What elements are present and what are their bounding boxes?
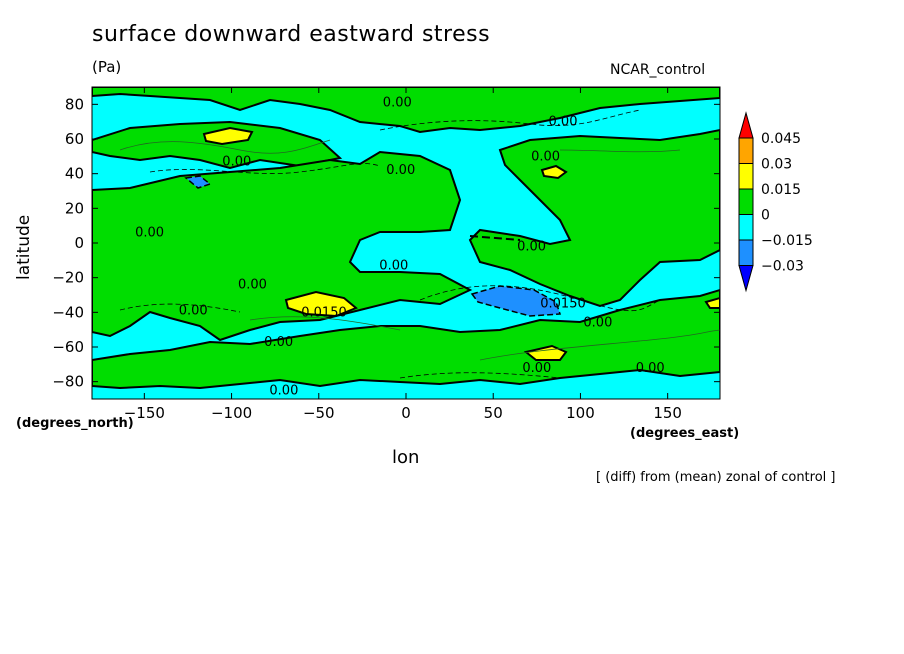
footnote: [ (diff) from (mean) zonal of control ] [596,470,836,485]
contour-label: 0.00 [636,361,665,376]
contour-label: 0.00 [522,361,551,376]
contour-line [419,285,661,312]
y-tick-label: 80 [65,95,84,113]
positive-region [92,150,473,342]
contour-label: 0.00 [222,155,251,170]
yellow-patch [202,126,254,146]
contour-line [399,372,561,379]
contour-line [479,329,720,361]
contour-label-text: 0.00 [135,226,164,241]
yellow-patch [540,164,568,180]
y-units-label: (degrees_north) [16,416,134,431]
y-tick-label: 0 [74,234,84,252]
blue-patch [184,175,212,189]
contour-label: 0.00 [583,316,612,331]
x-axis-label: lon [392,447,420,468]
units-label: (Pa) [92,58,122,76]
contour-line [379,109,641,131]
contour-label: 0.00 [549,115,578,130]
y-tick-label: 20 [65,199,84,217]
source-label: NCAR_control [610,62,706,78]
contour-label: 0.00 [386,163,415,178]
contour-line [119,139,331,154]
contour-line [149,163,381,174]
contour-line [249,316,401,331]
axis-layer: −150 −100 −50 0 50 100 150 80 60 40 20 0 −20 −40 −60 −8… [52,87,720,422]
blue-patch [470,285,562,317]
y-tick-label: −60 [52,338,84,356]
colorbar-bottom-arrow [738,265,754,293]
contour-label-text: 0.00 [522,361,551,376]
contour-label-text: 0.00 [238,278,267,293]
contour-label-text: 0.0150 [301,305,347,320]
chart-title: surface downward eastward stress [92,22,491,47]
contour-label: 0.00 [269,383,298,398]
colorbar-segment [738,137,754,164]
contour-line [559,149,681,153]
contour-label: 0.00 [379,259,408,274]
y-tick-label: 60 [65,130,84,148]
yellow-patch [284,290,358,318]
contour-line [469,235,521,241]
yellow-patch [523,344,568,361]
x-tick-label: 50 [484,404,503,422]
colorbar-segment [738,163,754,190]
contour-label: 0.00 [383,96,412,111]
contour-label-text: 0.00 [583,316,612,331]
contour-label: 0.0150 [301,305,347,320]
colorbar: 0.045 0.03 0.015 0 −0.015 −0.03 [738,111,813,293]
colorbar-segment [738,188,754,215]
contour-label-text: 0.00 [383,96,412,111]
colorbar-label: −0.03 [761,259,804,275]
colorbar-label: −0.015 [761,233,813,249]
contour-label-text: 0.0150 [540,297,586,312]
colorbar-top-arrow [738,111,754,139]
x-tick-label: −150 [124,404,165,422]
contour-label: 0.00 [531,149,560,164]
contour-label: 0.0150 [540,297,586,312]
y-tick-label: −80 [52,373,84,391]
positive-region [468,128,720,308]
colorbar-segment [738,239,754,266]
contour-label-text: 0.00 [379,259,408,274]
colorbar-label: 0 [761,208,770,224]
contour-fill-layer [92,87,720,390]
contour-label-text: 0.00 [179,304,208,319]
positive-region [92,288,720,390]
contour-label: 0.00 [179,304,208,319]
contour-label-text: 0.00 [269,383,298,398]
contour-label-text: 0.00 [531,149,560,164]
x-tick-label: −100 [211,404,252,422]
contour-line [119,303,241,313]
contour-label-text: 0.00 [264,335,293,350]
contour-label-text: 0.00 [517,239,546,254]
yellow-patch [704,296,720,309]
x-tick-label: 100 [566,404,595,422]
contour-label-text: 0.00 [386,163,415,178]
contour-label: 0.00 [238,278,267,293]
x-tick-label: 0 [401,404,411,422]
colorbar-label: 0.03 [761,157,792,173]
contour-label-text: 0.00 [636,361,665,376]
colorbar-label: 0.015 [761,182,801,198]
positive-region [92,120,343,170]
x-tick-label: −50 [303,404,335,422]
contour-label: 0.00 [135,226,164,241]
colorbar-label: 0.045 [761,131,801,147]
contour-label-text: 0.00 [549,115,578,130]
contour-label-text: 0.00 [222,155,251,170]
contour-label-layer: 0.00 0.00 0.00 0.00 0.00 0.00 0.00 0.00 0.00 0.00… [135,96,665,399]
y-tick-label: −20 [52,269,84,287]
contour-label: 0.00 [517,239,546,254]
y-tick-label: −40 [52,303,84,321]
colorbar-segment [738,214,754,241]
x-units-label: (degrees_east) [630,426,740,441]
x-tick-label: 150 [653,404,682,422]
y-tick-label: 40 [65,165,84,183]
contour-label: 0.00 [264,335,293,350]
positive-region [92,87,720,134]
